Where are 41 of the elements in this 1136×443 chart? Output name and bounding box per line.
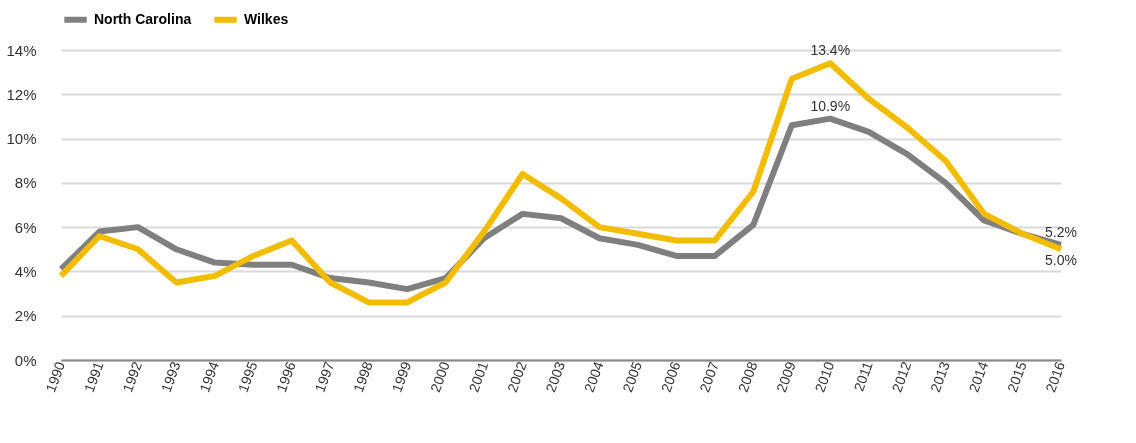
- x-tick-label: 1995: [234, 359, 261, 395]
- x-tick-label: 2016: [1042, 359, 1069, 395]
- x-tick-label: 2014: [965, 359, 992, 395]
- x-tick-label: 1999: [388, 359, 415, 395]
- x-tick-label: 2002: [503, 359, 530, 395]
- x-tick-label: 1997: [311, 359, 338, 395]
- y-tick-label: 4%: [14, 262, 37, 280]
- x-tick-label: 2006: [657, 359, 684, 395]
- data-label: 13.4%: [810, 42, 851, 59]
- y-tick-label: 10%: [6, 130, 37, 148]
- y-tick-label: 12%: [6, 85, 37, 103]
- legend-label: Wilkes: [244, 10, 289, 27]
- x-tick-label: 2001: [465, 359, 492, 395]
- x-tick-label: 2004: [580, 359, 607, 395]
- x-tick-label: 2000: [427, 359, 453, 395]
- x-tick-label: 2008: [734, 359, 761, 395]
- data-label: 5.2%: [1045, 223, 1077, 240]
- x-tick-label: 2011: [850, 359, 876, 394]
- x-tick-label: 2007: [696, 359, 722, 395]
- y-tick-label: 6%: [14, 218, 37, 236]
- y-tick-label: 8%: [14, 174, 37, 192]
- x-tick-label: 1996: [273, 359, 299, 395]
- x-tick-label: 1991: [80, 359, 107, 395]
- x-tick-label: 2009: [773, 359, 799, 395]
- y-tick-label: 14%: [6, 41, 37, 59]
- x-tick-label: 2010: [811, 359, 838, 395]
- x-tick-label: 2013: [927, 359, 953, 395]
- x-tick-label: 1993: [157, 359, 184, 395]
- x-tick-label: 2003: [542, 359, 569, 395]
- x-tick-label: 2015: [1003, 359, 1030, 395]
- y-tick-label: 2%: [14, 307, 37, 325]
- data-label: 10.9%: [810, 97, 851, 114]
- x-tick-label: 1990: [42, 359, 69, 395]
- x-tick-label: 2005: [619, 359, 646, 395]
- x-tick-label: 1994: [196, 359, 222, 395]
- data-label: 5.0%: [1045, 252, 1077, 269]
- y-tick-label: 0%: [14, 351, 37, 369]
- legend-label: North Carolina: [94, 10, 192, 27]
- x-tick-label: 1992: [119, 359, 146, 395]
- x-tick-label: 2012: [888, 359, 915, 395]
- x-tick-label: 1998: [350, 359, 376, 395]
